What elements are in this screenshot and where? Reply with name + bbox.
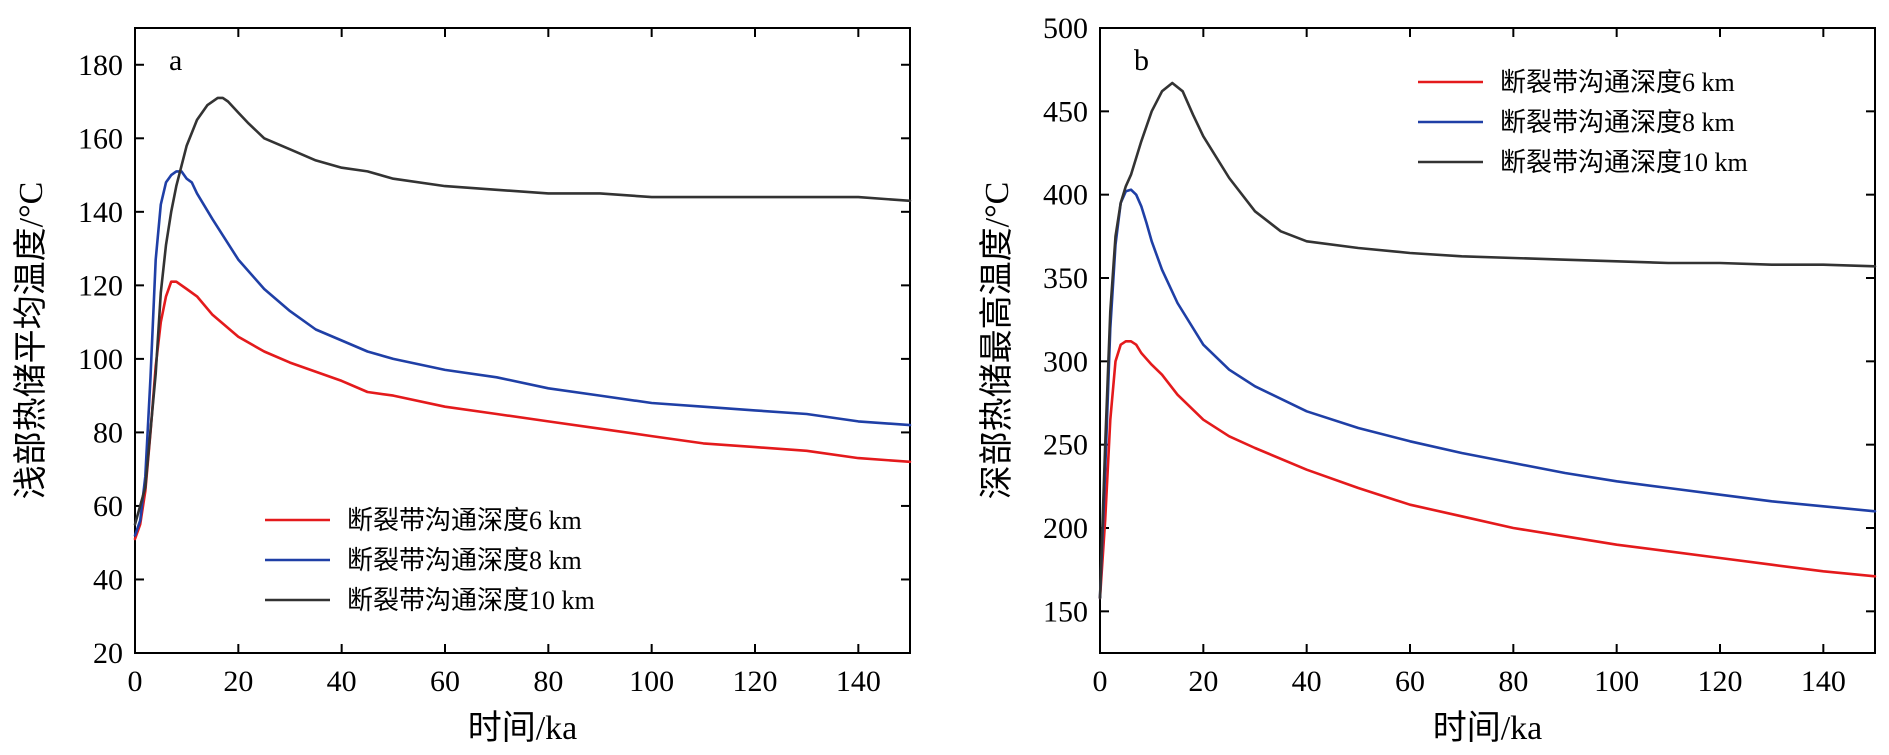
x-tick-label: 60 xyxy=(430,665,460,698)
y-tick-label: 250 xyxy=(1043,429,1088,462)
panel-b: 0 20 40 60 80 100 120 140 150 200 250 300 350 400 450 5… xyxy=(978,12,1877,747)
x-tick-label: 140 xyxy=(1801,665,1846,698)
panel-label: b xyxy=(1134,44,1149,77)
legend-label-2: 断裂带沟通深度8 km xyxy=(347,546,582,575)
x-tick-label: 60 xyxy=(1395,665,1425,698)
series-line-1 xyxy=(1098,339,1877,600)
y-tick-label: 80 xyxy=(93,416,123,449)
x-tick-label: 120 xyxy=(733,665,778,698)
y-tick-label: 60 xyxy=(93,490,123,523)
y-tick-label: 120 xyxy=(78,269,123,302)
plot-frame xyxy=(134,27,911,654)
legend-label-3: 断裂带沟通深度10 km xyxy=(347,586,595,615)
y-tick-label: 300 xyxy=(1043,345,1088,378)
y-tick-label: 100 xyxy=(78,343,123,376)
y-tick-label: 500 xyxy=(1043,12,1088,45)
series-line-3 xyxy=(1098,81,1877,600)
y-tick-label: 180 xyxy=(78,49,123,82)
legend-label-3: 断裂带沟通深度10 km xyxy=(1500,148,1748,177)
legend-label-1: 断裂带沟通深度6 km xyxy=(347,506,582,535)
x-tick-label: 80 xyxy=(1498,665,1528,698)
x-tick-label: 100 xyxy=(629,665,674,698)
y-tick-label: 40 xyxy=(93,563,123,596)
series-line-2 xyxy=(133,170,912,537)
y-tick-label: 150 xyxy=(1043,595,1088,628)
x-tick-label: 100 xyxy=(1594,665,1639,698)
x-tick-label: 0 xyxy=(1093,665,1108,698)
x-tick-label: 0 xyxy=(128,665,143,698)
y-tick-label: 400 xyxy=(1043,179,1088,212)
y-tick-label: 160 xyxy=(78,122,123,155)
panel-a: 0 20 40 60 80 100 120 1402040608010012014016018… xyxy=(12,27,912,747)
legend-label-2: 断裂带沟通深度8 km xyxy=(1500,108,1735,137)
series-line-2 xyxy=(1098,188,1877,600)
y-tick-label: 140 xyxy=(78,196,123,229)
y-axis-title: 浅部热储平均温度/°C xyxy=(12,182,50,500)
x-tick-label: 40 xyxy=(327,665,357,698)
legend: 断裂带沟通深度6 km 断裂带沟通深度8 km 断裂带沟通深度10 km xyxy=(1418,68,1748,177)
y-tick-label: 350 xyxy=(1043,262,1088,295)
x-tick-label: 140 xyxy=(836,665,881,698)
legend-label-1: 断裂带沟通深度6 km xyxy=(1500,68,1735,97)
panel-label: a xyxy=(169,44,182,77)
series-line-1 xyxy=(133,280,912,541)
x-axis-title: 时间/ka xyxy=(1433,710,1543,747)
y-tick-label: 20 xyxy=(93,637,123,670)
x-tick-label: 120 xyxy=(1698,665,1743,698)
x-tick-label: 80 xyxy=(533,665,563,698)
series-line-3 xyxy=(133,96,912,526)
x-tick-label: 20 xyxy=(1188,665,1218,698)
y-axis-title: 深部热储最高温度/°C xyxy=(978,182,1016,500)
y-tick-label: 200 xyxy=(1043,512,1088,545)
y-tick-label: 450 xyxy=(1043,95,1088,128)
x-axis-title: 时间/ka xyxy=(468,710,578,747)
plot-frame xyxy=(1099,27,1876,654)
legend: 断裂带沟通深度6 km 断裂带沟通深度8 km 断裂带沟通深度10 km xyxy=(265,506,595,615)
x-tick-label: 40 xyxy=(1292,665,1322,698)
x-tick-label: 20 xyxy=(223,665,253,698)
